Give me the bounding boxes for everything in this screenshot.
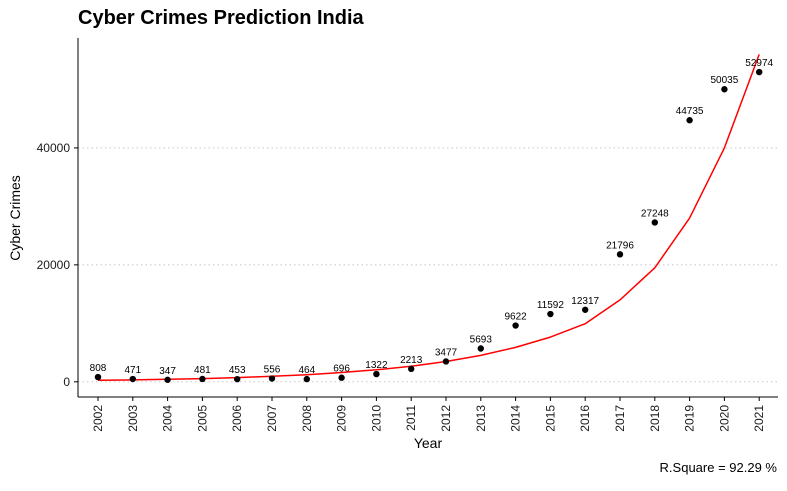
x-tick-label: 2008 (300, 405, 314, 432)
data-point (756, 68, 763, 76)
y-axis-ticks: 0 20000 40000 (37, 141, 78, 389)
chart-title: Cyber Crimes Prediction India (78, 7, 365, 29)
data-label: 696 (333, 364, 350, 375)
x-tick-label: 2013 (474, 405, 488, 432)
x-tick-label: 2009 (335, 405, 349, 432)
x-tick-label: 2015 (543, 405, 557, 432)
data-labels-layer: 808 471 347 481 453 556 464 696 1322 2213 3477 5693… (90, 58, 774, 377)
x-tick-label: 2017 (613, 405, 627, 432)
data-label: 21796 (606, 240, 634, 251)
data-label: 464 (298, 365, 315, 376)
data-point (164, 376, 171, 383)
x-tick-label: 2010 (369, 405, 383, 432)
data-point (582, 306, 589, 313)
x-tick-label: 2003 (126, 405, 140, 432)
data-label: 52974 (745, 58, 773, 69)
x-tick-label: 2004 (161, 405, 175, 432)
data-label: 556 (264, 365, 281, 376)
data-point (373, 370, 380, 378)
data-point (477, 345, 484, 352)
data-point (129, 375, 136, 383)
data-label: 1322 (365, 360, 388, 371)
data-label: 471 (124, 365, 141, 376)
trend-line (97, 54, 760, 382)
data-point (408, 365, 415, 373)
data-point (686, 117, 693, 124)
x-tick-label: 2014 (509, 405, 523, 432)
data-label: 481 (194, 365, 211, 376)
data-point (512, 322, 519, 329)
data-point (234, 375, 241, 383)
data-point (616, 251, 624, 258)
data-label: 50035 (710, 75, 738, 86)
data-point (721, 86, 728, 93)
data-label: 3477 (435, 347, 458, 358)
y-tick-label: 20000 (37, 258, 71, 272)
grid-lines (78, 147, 778, 383)
data-label: 11592 (537, 300, 565, 311)
x-tick-label: 2012 (439, 405, 453, 432)
data-point (268, 375, 276, 382)
data-label: 453 (229, 365, 246, 376)
points-layer (94, 68, 763, 383)
x-tick-label: 2002 (91, 405, 105, 432)
y-axis-title: Cyber Crimes (7, 175, 23, 261)
x-axis-title: Year (414, 435, 443, 451)
y-tick-label: 0 (63, 375, 70, 389)
trend-layer (97, 54, 760, 382)
data-label: 12317 (571, 296, 599, 307)
x-tick-label: 2019 (683, 405, 697, 432)
x-axis-ticks: 2002 2003 2004 2005 2006 2007 2008 2009 2010 2011… (91, 397, 766, 432)
data-point (442, 358, 450, 365)
x-tick-label: 2016 (578, 405, 592, 432)
data-label: 27248 (641, 208, 669, 219)
x-tick-label: 2006 (230, 405, 244, 432)
x-tick-label: 2018 (648, 405, 662, 432)
x-tick-label: 2005 (195, 405, 209, 432)
r-square-caption: R.Square = 92.29 % (660, 460, 778, 475)
data-label: 2213 (400, 355, 423, 366)
data-label: 808 (90, 363, 107, 374)
data-label: 44735 (676, 106, 704, 117)
x-tick-label: 2021 (752, 405, 766, 432)
data-point (547, 310, 554, 318)
data-point (303, 375, 310, 383)
x-tick-label: 2020 (717, 405, 731, 432)
data-label: 9622 (504, 312, 527, 323)
data-point (199, 375, 206, 383)
x-tick-label: 2011 (404, 405, 418, 431)
data-point (338, 374, 345, 381)
data-label: 5693 (470, 335, 493, 346)
x-tick-label: 2007 (265, 405, 279, 432)
data-label: 347 (159, 366, 176, 377)
data-point (651, 219, 658, 226)
data-point (94, 373, 102, 381)
y-tick-label: 40000 (37, 141, 71, 155)
